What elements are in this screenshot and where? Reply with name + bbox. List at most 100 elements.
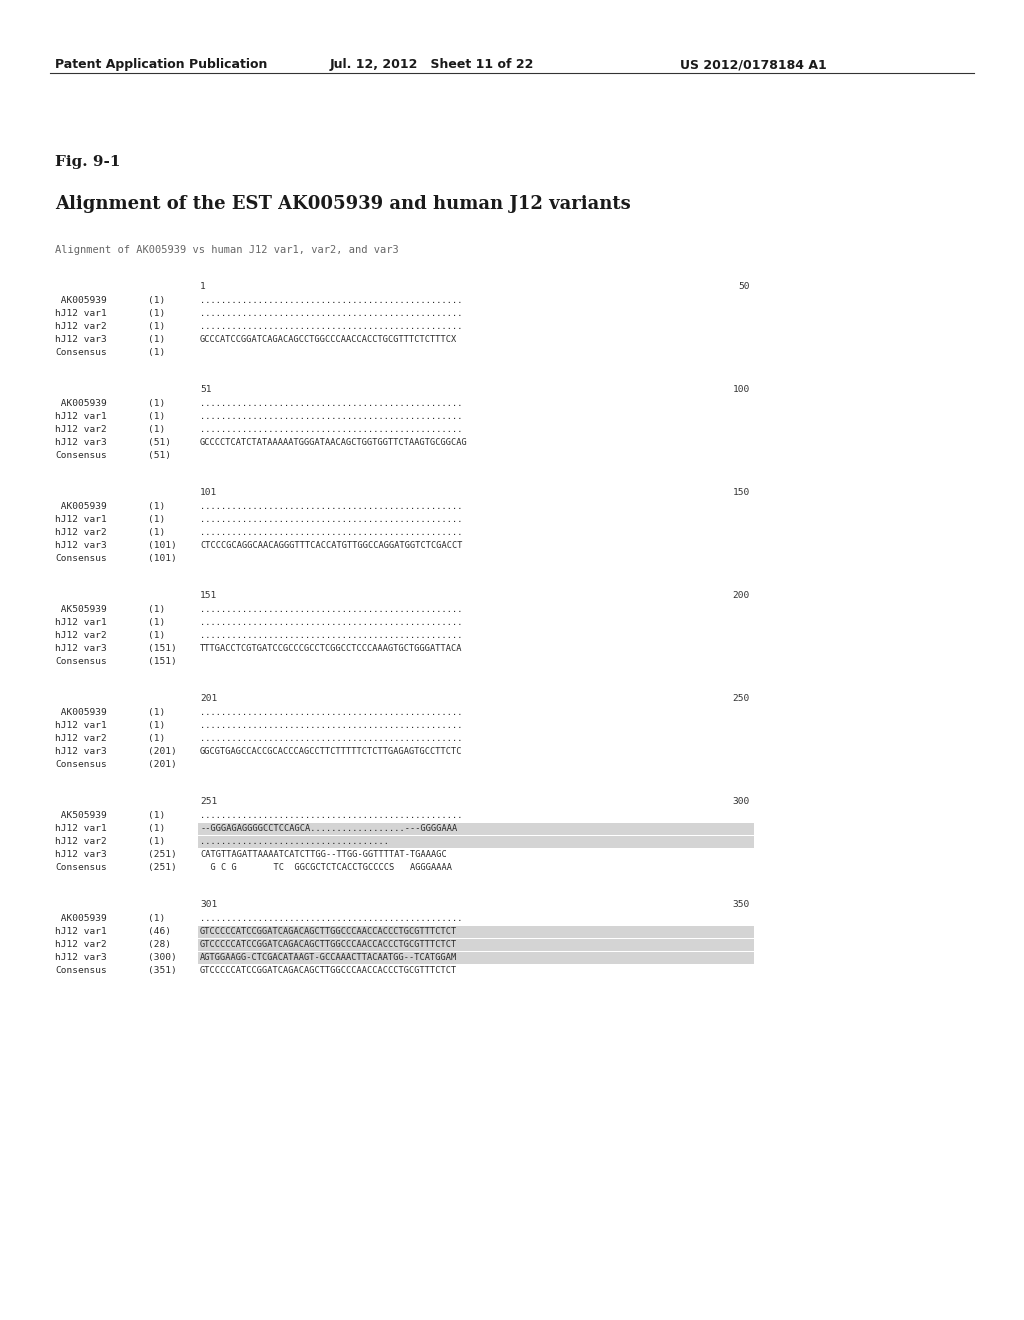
- Text: (1): (1): [148, 913, 165, 923]
- Text: hJ12 var2: hJ12 var2: [55, 425, 106, 434]
- Text: (251): (251): [148, 850, 177, 859]
- Text: AK505939: AK505939: [55, 605, 106, 614]
- Text: --GGGAGAGGGGCCTCCAGCA..................---GGGGAAA: --GGGAGAGGGGCCTCCAGCA..................-…: [200, 824, 458, 833]
- Text: Consensus: Consensus: [55, 657, 106, 667]
- Text: (201): (201): [148, 760, 177, 770]
- Text: (1): (1): [148, 348, 165, 356]
- Text: ..................................................: ........................................…: [200, 734, 463, 743]
- Text: hJ12 var2: hJ12 var2: [55, 322, 106, 331]
- Text: (300): (300): [148, 953, 177, 962]
- Text: ..................................................: ........................................…: [200, 721, 463, 730]
- Text: 200: 200: [733, 591, 750, 601]
- Text: hJ12 var2: hJ12 var2: [55, 940, 106, 949]
- Text: hJ12 var1: hJ12 var1: [55, 309, 106, 318]
- Text: (351): (351): [148, 966, 177, 975]
- Text: hJ12 var1: hJ12 var1: [55, 515, 106, 524]
- Text: (1): (1): [148, 810, 165, 820]
- Text: 100: 100: [733, 385, 750, 393]
- Text: (46): (46): [148, 927, 171, 936]
- Text: AGTGGAAGG-CTCGACATAAGT-GCCAAACTTACAATGG--TCATGGAM: AGTGGAAGG-CTCGACATAAGT-GCCAAACTTACAATGG-…: [200, 953, 458, 962]
- Text: (101): (101): [148, 541, 177, 550]
- Text: hJ12 var2: hJ12 var2: [55, 734, 106, 743]
- Text: Consensus: Consensus: [55, 451, 106, 459]
- Text: (101): (101): [148, 554, 177, 564]
- Text: AK005939: AK005939: [55, 502, 106, 511]
- Text: Fig. 9-1: Fig. 9-1: [55, 154, 121, 169]
- Text: (1): (1): [148, 335, 165, 345]
- Text: 201: 201: [200, 694, 217, 704]
- Text: ..................................................: ........................................…: [200, 425, 463, 434]
- Text: Consensus: Consensus: [55, 863, 106, 873]
- Text: ..................................................: ........................................…: [200, 528, 463, 537]
- Text: (1): (1): [148, 322, 165, 331]
- Text: (1): (1): [148, 515, 165, 524]
- Text: ..................................................: ........................................…: [200, 913, 463, 923]
- Text: Consensus: Consensus: [55, 348, 106, 356]
- Text: hJ12 var3: hJ12 var3: [55, 541, 106, 550]
- Text: 301: 301: [200, 900, 217, 909]
- Text: 350: 350: [733, 900, 750, 909]
- Text: ..................................................: ........................................…: [200, 502, 463, 511]
- Text: (1): (1): [148, 309, 165, 318]
- Text: hJ12 var1: hJ12 var1: [55, 721, 106, 730]
- Text: (1): (1): [148, 399, 165, 408]
- Text: (1): (1): [148, 708, 165, 717]
- Text: (1): (1): [148, 502, 165, 511]
- Text: (151): (151): [148, 657, 177, 667]
- Text: (28): (28): [148, 940, 171, 949]
- Text: AK005939: AK005939: [55, 913, 106, 923]
- Text: G C G       TC  GGCGCTCTCACCTGCCCCS   AGGGAAAA: G C G TC GGCGCTCTCACCTGCCCCS AGGGAAAA: [200, 863, 452, 873]
- Text: AK005939: AK005939: [55, 708, 106, 717]
- Bar: [198, 822, 754, 836]
- Text: hJ12 var1: hJ12 var1: [55, 412, 106, 421]
- Text: hJ12 var1: hJ12 var1: [55, 927, 106, 936]
- Text: (251): (251): [148, 863, 177, 873]
- Text: ..................................................: ........................................…: [200, 618, 463, 627]
- Text: 300: 300: [733, 797, 750, 807]
- Text: (1): (1): [148, 631, 165, 640]
- Text: 251: 251: [200, 797, 217, 807]
- Text: GCCCCTCATCTATAAAAATGGGATAACAGCTGGTGGTTCTAAGTGCGGCAG: GCCCCTCATCTATAAAAATGGGATAACAGCTGGTGGTTCT…: [200, 438, 468, 447]
- Text: Patent Application Publication: Patent Application Publication: [55, 58, 267, 71]
- Text: GGCGTGAGCCACCGCACCCAGCCTTCTTTTTCTCTTGAGAGTGCCTTCTC: GGCGTGAGCCACCGCACCCAGCCTTCTTTTTCTCTTGAGA…: [200, 747, 463, 756]
- Bar: [198, 927, 754, 939]
- Text: CTCCCGCAGGCAACAGGGTTTCACCATGTTGGCCAGGATGGTCTCGACCT: CTCCCGCAGGCAACAGGGTTTCACCATGTTGGCCAGGATG…: [200, 541, 463, 550]
- Text: GTCCCCCATCCGGATCAGACAGCTTGGCCCAACCACCCTGCGTTTCTCT: GTCCCCCATCCGGATCAGACAGCTTGGCCCAACCACCCTG…: [200, 940, 458, 949]
- Text: (1): (1): [148, 296, 165, 305]
- Text: AK005939: AK005939: [55, 296, 106, 305]
- Text: ..................................................: ........................................…: [200, 515, 463, 524]
- Text: (51): (51): [148, 438, 171, 447]
- Text: (1): (1): [148, 605, 165, 614]
- Text: Alignment of the EST AK005939 and human J12 variants: Alignment of the EST AK005939 and human …: [55, 195, 631, 213]
- Text: AK505939: AK505939: [55, 810, 106, 820]
- Text: hJ12 var1: hJ12 var1: [55, 824, 106, 833]
- Text: hJ12 var3: hJ12 var3: [55, 850, 106, 859]
- Text: 150: 150: [733, 488, 750, 498]
- Text: Jul. 12, 2012   Sheet 11 of 22: Jul. 12, 2012 Sheet 11 of 22: [330, 58, 535, 71]
- Text: (151): (151): [148, 644, 177, 653]
- Text: TTTGACCTCGTGATCCGCCCGCCTCGGCCTCCCAAAGTGCTGGGATTACA: TTTGACCTCGTGATCCGCCCGCCTCGGCCTCCCAAAGTGC…: [200, 644, 463, 653]
- Text: GTCCCCCATCCGGATCAGACAGCTTGGCCCAACCACCCTGCGTTTCTCT: GTCCCCCATCCGGATCAGACAGCTTGGCCCAACCACCCTG…: [200, 966, 458, 975]
- Text: 51: 51: [200, 385, 212, 393]
- Text: 1: 1: [200, 282, 206, 290]
- Text: (1): (1): [148, 425, 165, 434]
- Text: (201): (201): [148, 747, 177, 756]
- Text: (1): (1): [148, 412, 165, 421]
- Text: (1): (1): [148, 734, 165, 743]
- Text: 101: 101: [200, 488, 217, 498]
- Text: (51): (51): [148, 451, 171, 459]
- Text: 151: 151: [200, 591, 217, 601]
- Text: (1): (1): [148, 618, 165, 627]
- Text: 250: 250: [733, 694, 750, 704]
- Bar: [198, 939, 754, 950]
- Text: ..................................................: ........................................…: [200, 399, 463, 408]
- Text: (1): (1): [148, 528, 165, 537]
- Text: ..................................................: ........................................…: [200, 708, 463, 717]
- Text: hJ12 var3: hJ12 var3: [55, 335, 106, 345]
- Text: Consensus: Consensus: [55, 966, 106, 975]
- Text: ..................................................: ........................................…: [200, 296, 463, 305]
- Text: GCCCATCCGGATCAGACAGCCTGGCCCAACCACCTGCGTTTCTCTTTCX: GCCCATCCGGATCAGACAGCCTGGCCCAACCACCTGCGTT…: [200, 335, 458, 345]
- Text: CATGTTAGATTAAAATCATCTTGG--TTGG-GGTTTTAT-TGAAAGC: CATGTTAGATTAAAATCATCTTGG--TTGG-GGTTTTAT-…: [200, 850, 446, 859]
- Text: 50: 50: [738, 282, 750, 290]
- Text: hJ12 var2: hJ12 var2: [55, 528, 106, 537]
